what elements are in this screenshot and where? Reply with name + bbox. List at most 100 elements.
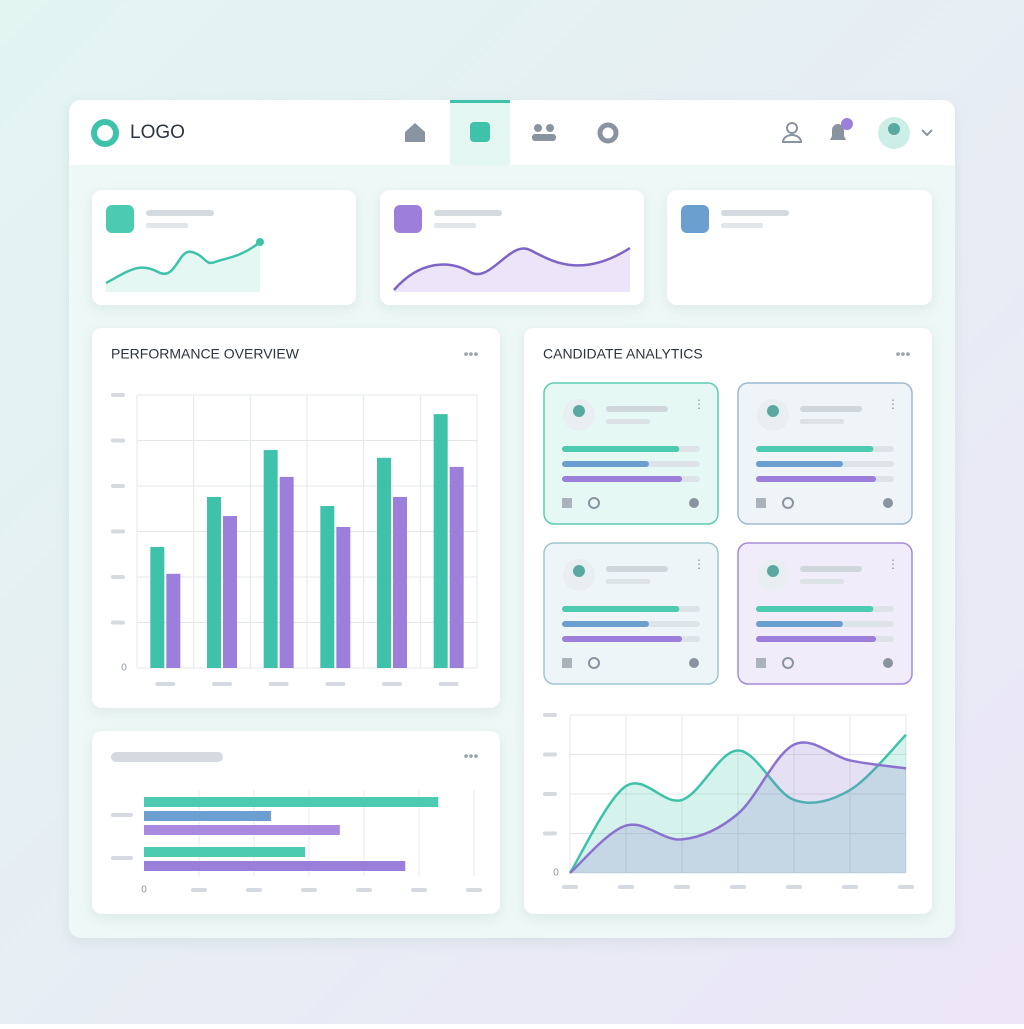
y-tick-placeholder bbox=[111, 856, 133, 860]
y-tick-placeholder bbox=[111, 438, 125, 443]
bell-icon[interactable] bbox=[830, 124, 846, 140]
x-tick-placeholder bbox=[356, 888, 372, 892]
nav-people-icon[interactable] bbox=[532, 124, 556, 141]
y-tick-placeholder bbox=[543, 752, 557, 757]
x-tick-placeholder bbox=[268, 682, 289, 686]
notification-dot bbox=[841, 118, 853, 130]
card-icon bbox=[756, 658, 766, 668]
card-icon bbox=[782, 497, 794, 509]
progress-bar bbox=[756, 606, 874, 612]
placeholder bbox=[606, 406, 668, 412]
progress-bar bbox=[756, 636, 877, 642]
sparkline bbox=[105, 241, 261, 285]
nav-indicator bbox=[450, 100, 510, 103]
progress-bar bbox=[756, 461, 843, 467]
stat-card bbox=[667, 190, 932, 305]
y-tick-label: 0 bbox=[121, 663, 127, 674]
panel-title: CANDIDATE ANALYTICS bbox=[543, 346, 703, 362]
nav-chart-icon[interactable] bbox=[470, 122, 490, 142]
nav-settings-icon[interactable] bbox=[597, 122, 619, 144]
menu-dots[interactable]: ••• bbox=[464, 346, 479, 362]
bar bbox=[144, 825, 340, 835]
x-tick-placeholder bbox=[466, 888, 482, 892]
stat-icon bbox=[106, 205, 134, 233]
nav-home-icon[interactable] bbox=[405, 123, 425, 142]
line bbox=[568, 733, 907, 874]
avatar-head bbox=[767, 565, 779, 577]
avatar-head bbox=[573, 405, 585, 417]
bar bbox=[279, 476, 294, 668]
progress-bar bbox=[562, 446, 680, 452]
placeholder bbox=[721, 210, 789, 216]
panel-title: PERFORMANCE OVERVIEW bbox=[111, 346, 300, 362]
sparkline-area bbox=[394, 248, 630, 292]
placeholder bbox=[800, 566, 862, 572]
card-icon bbox=[689, 658, 699, 668]
bar bbox=[393, 496, 407, 668]
x-tick-placeholder bbox=[191, 888, 207, 892]
y-tick-placeholder bbox=[111, 484, 125, 488]
charts: 0 0 0 bbox=[111, 393, 914, 896]
placeholder bbox=[434, 223, 476, 228]
bar bbox=[336, 526, 351, 668]
bar bbox=[144, 811, 272, 821]
card-icon bbox=[689, 498, 699, 508]
x-tick-placeholder bbox=[155, 682, 176, 686]
menu-dots[interactable]: ••• bbox=[464, 748, 479, 764]
progress-bar bbox=[562, 636, 683, 642]
y-tick-label: 0 bbox=[553, 868, 559, 879]
x-tick-placeholder bbox=[325, 682, 346, 686]
sparkline-dot bbox=[256, 238, 264, 246]
x-tick-placeholder bbox=[730, 885, 746, 889]
stat-icon bbox=[394, 205, 422, 233]
card-icon bbox=[562, 498, 572, 508]
placeholder bbox=[146, 223, 188, 228]
candidate-cards: ⋮ ⋮ ⋮ ⋮ bbox=[543, 382, 913, 685]
card-menu: ⋮ bbox=[693, 557, 705, 571]
card-icon bbox=[588, 497, 600, 509]
y-tick-placeholder bbox=[543, 713, 557, 717]
avatar-head bbox=[767, 405, 779, 417]
x-tick-placeholder bbox=[438, 682, 459, 686]
y-tick-placeholder bbox=[111, 620, 125, 625]
card-icon bbox=[782, 657, 794, 669]
card-icon bbox=[883, 658, 893, 668]
stat-icon bbox=[681, 205, 709, 233]
panel-title-placeholder bbox=[111, 752, 223, 762]
card-menu: ⋮ bbox=[887, 397, 899, 411]
x-tick-placeholder bbox=[786, 885, 802, 889]
y-tick-placeholder bbox=[543, 792, 557, 796]
placeholder bbox=[606, 419, 650, 424]
user-icon[interactable] bbox=[781, 122, 803, 143]
placeholder bbox=[721, 223, 763, 228]
x-tick-placeholder bbox=[842, 885, 858, 889]
card-icon bbox=[756, 498, 766, 508]
card-icon bbox=[562, 658, 572, 668]
logo: LOGO bbox=[130, 122, 185, 143]
bar bbox=[207, 496, 221, 668]
bar bbox=[144, 861, 406, 871]
placeholder bbox=[146, 210, 214, 216]
dropdown-arrow[interactable] bbox=[921, 129, 933, 137]
placeholder bbox=[434, 210, 502, 216]
bar bbox=[320, 506, 335, 668]
bar bbox=[144, 797, 439, 807]
progress-bar bbox=[562, 461, 649, 467]
progress-bar bbox=[756, 476, 877, 482]
x-tick-placeholder bbox=[246, 888, 262, 892]
card-icon bbox=[588, 657, 600, 669]
y-tick-placeholder bbox=[543, 831, 557, 836]
sparkline bbox=[393, 246, 631, 291]
x-tick-placeholder bbox=[382, 682, 402, 686]
progress-bar bbox=[756, 621, 843, 627]
x-tick-placeholder bbox=[411, 888, 427, 892]
menu-dots[interactable]: ••• bbox=[896, 346, 911, 362]
y-tick-placeholder bbox=[111, 529, 125, 534]
x-tick-placeholder bbox=[618, 885, 634, 889]
bar bbox=[144, 847, 306, 857]
header-fill bbox=[69, 150, 955, 165]
stat-cards bbox=[92, 190, 932, 305]
card-menu: ⋮ bbox=[887, 557, 899, 571]
placeholder bbox=[606, 579, 650, 584]
